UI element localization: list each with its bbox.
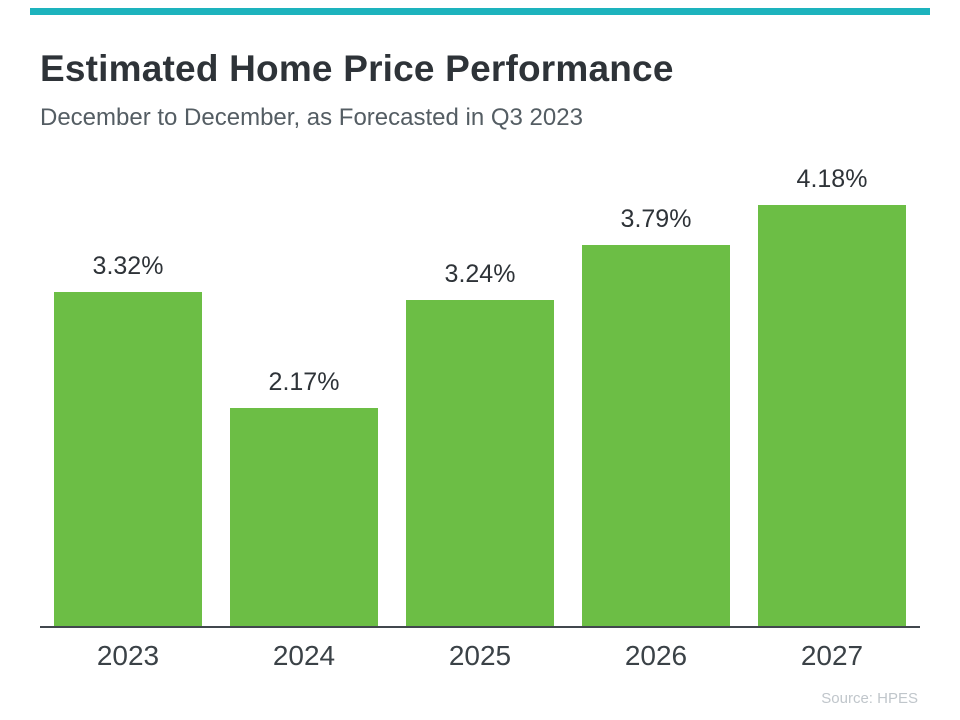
source-note: Source: HPES: [821, 690, 918, 707]
bar-value-label: 4.18%: [796, 165, 868, 194]
bar: [54, 291, 202, 626]
plot-area: 3.32% 2.17% 3.24% 3.79% 4.18%: [40, 163, 920, 628]
bar-column: 3.24%: [392, 163, 568, 626]
x-axis-labels: 2023 2024 2025 2026 2027: [40, 628, 920, 672]
bar: [758, 205, 906, 626]
bar-column: 3.32%: [40, 163, 216, 626]
x-axis-tick-label: 2027: [800, 640, 864, 671]
page-title: Estimated Home Price Performance: [40, 48, 674, 89]
x-axis-tick-label: 2026: [624, 640, 688, 671]
x-axis-tick-label: 2024: [272, 640, 336, 671]
bar-column: 3.79%: [568, 163, 744, 626]
bar: [230, 407, 378, 626]
bar-value-label: 3.24%: [444, 259, 516, 288]
x-axis-tick-label: 2025: [448, 640, 512, 671]
bar-value-label: 2.17%: [268, 367, 340, 396]
page-subtitle: December to December, as Forecasted in Q…: [40, 104, 583, 131]
bar: [406, 299, 554, 626]
top-accent-bar: [30, 8, 930, 15]
bar: [582, 244, 730, 626]
bar-chart: 3.32% 2.17% 3.24% 3.79% 4.18% 2023 2024 2025 20…: [40, 163, 920, 672]
x-axis-tick-label: 2023: [96, 640, 160, 671]
bar-column: 4.18%: [744, 163, 920, 626]
bar-value-label: 3.32%: [92, 251, 164, 280]
bar-column: 2.17%: [216, 163, 392, 626]
bar-value-label: 3.79%: [620, 204, 692, 233]
